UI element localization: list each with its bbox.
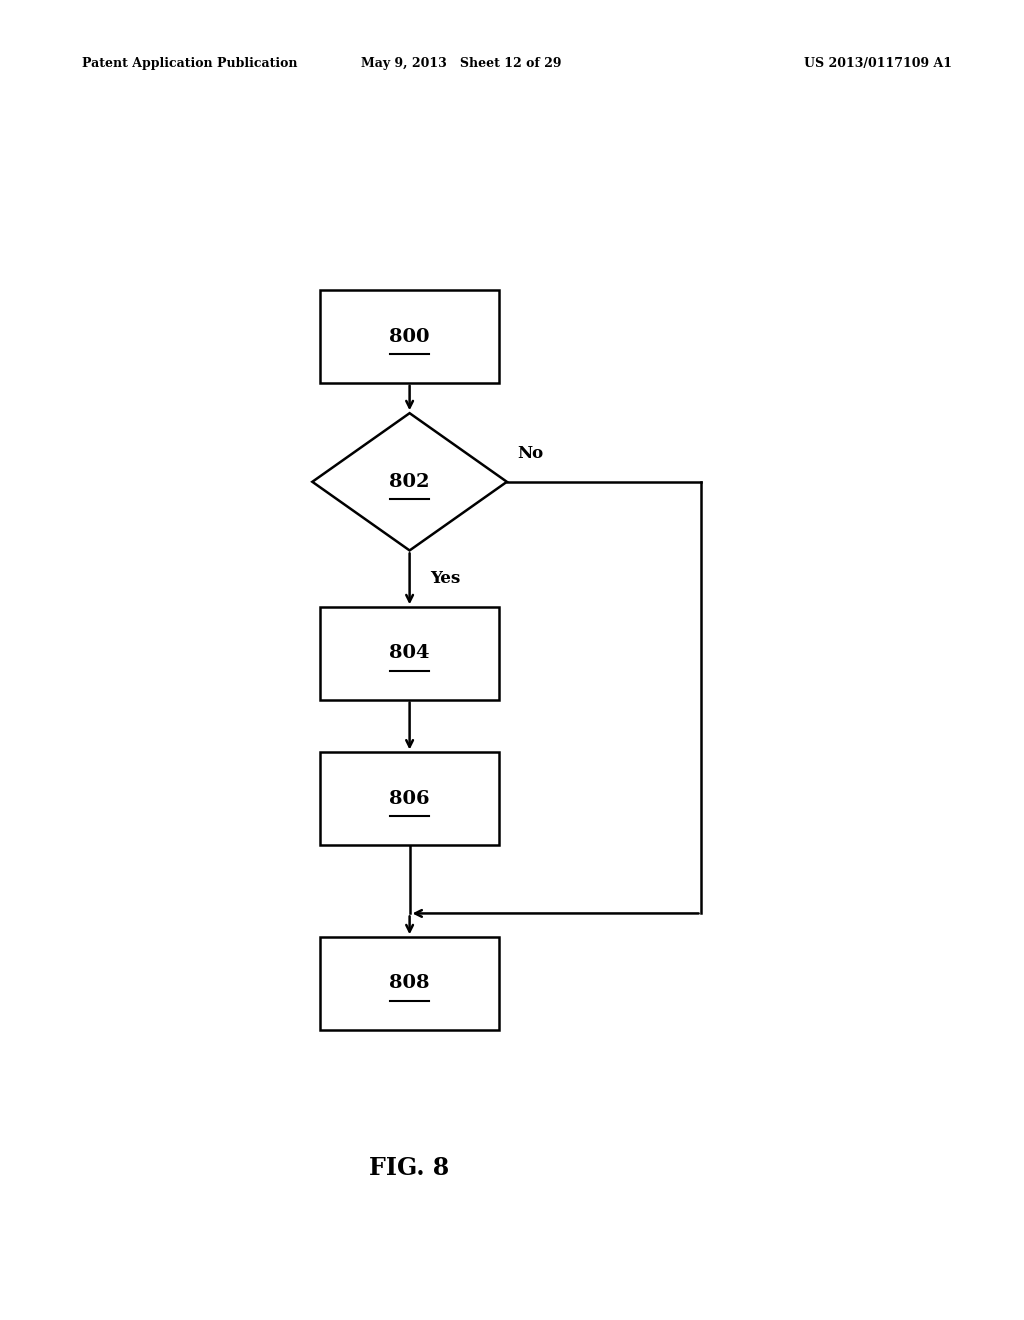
Text: 808: 808	[389, 974, 430, 993]
Text: Patent Application Publication: Patent Application Publication	[82, 57, 297, 70]
Text: 800: 800	[389, 327, 430, 346]
Polygon shape	[312, 413, 507, 550]
Text: 806: 806	[389, 789, 430, 808]
Text: Yes: Yes	[430, 570, 461, 587]
Text: FIG. 8: FIG. 8	[370, 1156, 450, 1180]
Bar	[319, 607, 500, 700]
Bar	[319, 290, 500, 383]
Bar	[319, 937, 500, 1030]
Text: US 2013/0117109 A1: US 2013/0117109 A1	[804, 57, 952, 70]
Text: May 9, 2013   Sheet 12 of 29: May 9, 2013 Sheet 12 of 29	[360, 57, 561, 70]
Bar	[319, 752, 500, 845]
Text: 804: 804	[389, 644, 430, 663]
Text: No: No	[517, 445, 544, 462]
Text: 802: 802	[389, 473, 430, 491]
